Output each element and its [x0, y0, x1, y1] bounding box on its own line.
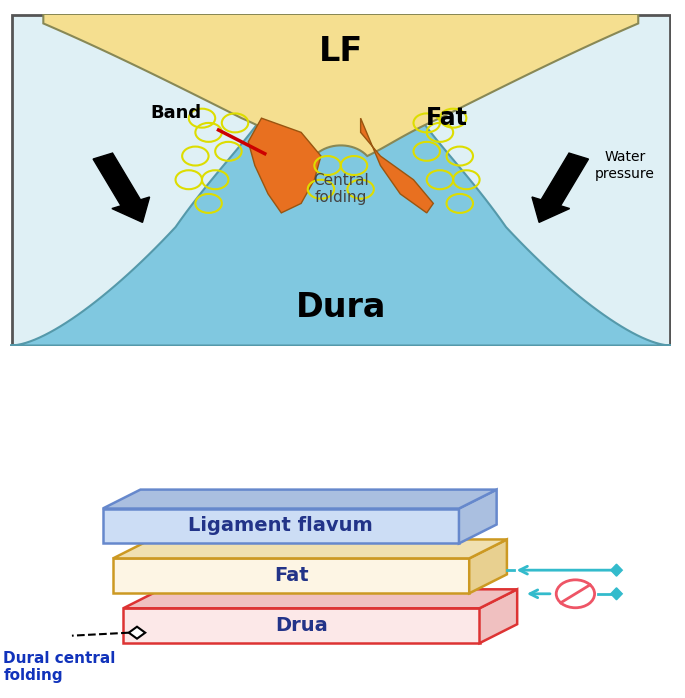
Polygon shape: [479, 589, 517, 643]
Text: Central
folding: Central folding: [313, 173, 369, 205]
Text: LF: LF: [319, 36, 363, 68]
Polygon shape: [248, 118, 321, 213]
Polygon shape: [103, 509, 459, 544]
Polygon shape: [113, 558, 469, 593]
Polygon shape: [123, 608, 480, 643]
Polygon shape: [469, 540, 507, 593]
Text: Dural central
folding: Dural central folding: [3, 651, 116, 683]
Text: Drua: Drua: [275, 616, 328, 635]
Text: Dura: Dura: [296, 291, 386, 324]
FancyArrow shape: [532, 153, 588, 223]
FancyArrow shape: [93, 153, 149, 223]
Polygon shape: [611, 564, 622, 576]
Polygon shape: [459, 489, 497, 544]
Polygon shape: [43, 14, 638, 156]
Circle shape: [556, 580, 595, 608]
Text: Water
pressure: Water pressure: [595, 151, 655, 181]
Polygon shape: [103, 489, 497, 509]
Polygon shape: [123, 589, 517, 608]
Text: Ligament flavum: Ligament flavum: [188, 517, 373, 535]
Polygon shape: [10, 80, 671, 346]
Text: Fat: Fat: [274, 566, 308, 586]
Polygon shape: [611, 588, 622, 600]
FancyBboxPatch shape: [12, 15, 670, 345]
Polygon shape: [113, 540, 507, 558]
Polygon shape: [360, 118, 434, 213]
Text: Band: Band: [150, 105, 201, 122]
Text: Fat: Fat: [425, 106, 467, 130]
Polygon shape: [129, 627, 145, 639]
